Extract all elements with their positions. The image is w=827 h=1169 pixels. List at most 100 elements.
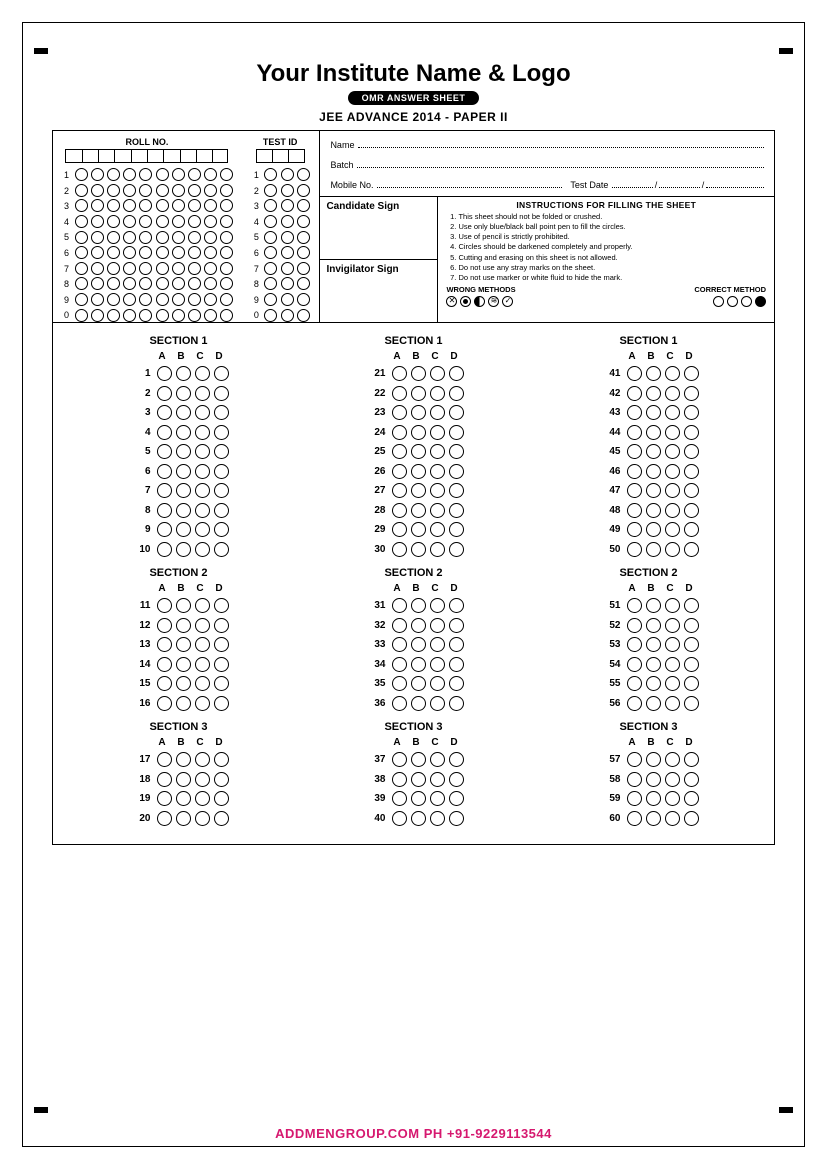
answer-bubble[interactable] [392,503,407,518]
answer-bubble[interactable] [214,366,229,381]
answer-bubble[interactable] [627,464,642,479]
id-bubble[interactable] [220,184,233,197]
id-bubble[interactable] [107,168,120,181]
answer-bubble[interactable] [195,618,210,633]
answer-bubble[interactable] [627,772,642,787]
answer-bubble[interactable] [684,791,699,806]
answer-bubble[interactable] [214,542,229,557]
digit-box[interactable] [131,149,147,163]
answer-bubble[interactable] [214,637,229,652]
digit-box[interactable] [180,149,196,163]
answer-bubble[interactable] [157,696,172,711]
id-bubble[interactable] [123,246,136,259]
digit-box[interactable] [82,149,98,163]
digit-box[interactable] [196,149,212,163]
answer-bubble[interactable] [195,657,210,672]
answer-bubble[interactable] [627,791,642,806]
id-bubble[interactable] [281,168,294,181]
answer-bubble[interactable] [176,444,191,459]
id-bubble[interactable] [188,309,201,322]
id-bubble[interactable] [204,231,217,244]
answer-bubble[interactable] [430,752,445,767]
answer-bubble[interactable] [195,542,210,557]
id-bubble[interactable] [156,277,169,290]
candidate-sign[interactable]: Candidate Sign [320,197,437,260]
answer-bubble[interactable] [176,483,191,498]
answer-bubble[interactable] [214,483,229,498]
id-bubble[interactable] [172,231,185,244]
answer-bubble[interactable] [627,522,642,537]
id-bubble[interactable] [264,215,277,228]
answer-bubble[interactable] [195,386,210,401]
answer-bubble[interactable] [665,483,680,498]
id-bubble[interactable] [188,246,201,259]
answer-bubble[interactable] [627,425,642,440]
answer-bubble[interactable] [195,696,210,711]
id-bubble[interactable] [220,277,233,290]
answer-bubble[interactable] [176,503,191,518]
id-bubble[interactable] [107,277,120,290]
answer-bubble[interactable] [411,791,426,806]
id-bubble[interactable] [123,215,136,228]
answer-bubble[interactable] [430,811,445,826]
answer-bubble[interactable] [195,405,210,420]
id-bubble[interactable] [188,199,201,212]
id-bubble[interactable] [297,231,310,244]
answer-bubble[interactable] [195,483,210,498]
id-bubble[interactable] [188,168,201,181]
answer-bubble[interactable] [449,366,464,381]
answer-bubble[interactable] [646,386,661,401]
id-bubble[interactable] [172,309,185,322]
id-bubble[interactable] [91,231,104,244]
answer-bubble[interactable] [449,598,464,613]
id-bubble[interactable] [107,184,120,197]
answer-bubble[interactable] [646,811,661,826]
id-bubble[interactable] [281,199,294,212]
answer-bubble[interactable] [214,405,229,420]
answer-bubble[interactable] [214,598,229,613]
answer-bubble[interactable] [411,676,426,691]
answer-bubble[interactable] [665,598,680,613]
answer-bubble[interactable] [627,366,642,381]
id-bubble[interactable] [281,215,294,228]
id-bubble[interactable] [91,246,104,259]
answer-bubble[interactable] [157,811,172,826]
answer-bubble[interactable] [449,483,464,498]
id-bubble[interactable] [172,293,185,306]
answer-bubble[interactable] [195,676,210,691]
answer-bubble[interactable] [665,405,680,420]
id-bubble[interactable] [264,231,277,244]
answer-bubble[interactable] [430,618,445,633]
id-bubble[interactable] [91,277,104,290]
answer-bubble[interactable] [449,425,464,440]
answer-bubble[interactable] [684,657,699,672]
id-bubble[interactable] [156,215,169,228]
name-field[interactable] [358,139,764,148]
answer-bubble[interactable] [411,464,426,479]
id-bubble[interactable] [107,309,120,322]
answer-bubble[interactable] [157,791,172,806]
answer-bubble[interactable] [176,772,191,787]
answer-bubble[interactable] [411,637,426,652]
answer-bubble[interactable] [449,503,464,518]
id-bubble[interactable] [264,199,277,212]
answer-bubble[interactable] [214,752,229,767]
id-bubble[interactable] [156,184,169,197]
id-bubble[interactable] [172,246,185,259]
id-bubble[interactable] [75,199,88,212]
id-bubble[interactable] [281,277,294,290]
id-bubble[interactable] [156,262,169,275]
id-bubble[interactable] [123,199,136,212]
digit-box[interactable] [65,149,81,163]
id-bubble[interactable] [188,293,201,306]
answer-bubble[interactable] [646,772,661,787]
answer-bubble[interactable] [392,696,407,711]
answer-bubble[interactable] [449,637,464,652]
answer-bubble[interactable] [430,637,445,652]
id-bubble[interactable] [220,215,233,228]
answer-bubble[interactable] [665,811,680,826]
answer-bubble[interactable] [449,752,464,767]
id-bubble[interactable] [139,231,152,244]
answer-bubble[interactable] [195,503,210,518]
id-bubble[interactable] [264,168,277,181]
